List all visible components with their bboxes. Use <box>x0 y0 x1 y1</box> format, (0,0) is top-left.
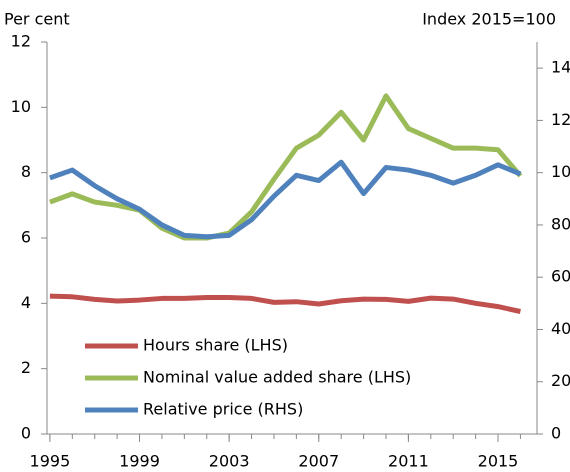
y-tick-label: 10 <box>11 97 31 116</box>
y-tick-label: 4 <box>21 293 31 312</box>
y-tick-label: 12 <box>11 32 31 51</box>
y2-tick-label: 20 <box>551 371 570 390</box>
y2-tick-label: 80 <box>551 214 570 233</box>
y-tick-label: 2 <box>21 358 31 377</box>
y2-tick-label: 120 <box>551 110 570 129</box>
series-line <box>49 293 521 314</box>
y2-tick-label: 60 <box>551 267 570 286</box>
y2-axis-label: Index 2015=100 <box>422 10 556 29</box>
x-tick-label: 2015 <box>478 452 519 471</box>
y2-tick-label: 40 <box>551 319 570 338</box>
x-tick-label: 2003 <box>209 452 250 471</box>
legend-label: Relative price (RHS) <box>143 400 303 419</box>
x-tick-label: 2011 <box>388 452 429 471</box>
y2-tick-label: 0 <box>551 424 561 443</box>
x-tick-label: 1995 <box>30 452 71 471</box>
series-line <box>49 93 523 241</box>
y-tick-label: 0 <box>21 424 31 443</box>
legend-label: Nominal value added share (LHS) <box>143 368 411 387</box>
x-tick-label: 1999 <box>119 452 160 471</box>
y-axis-label: Per cent <box>4 10 70 29</box>
x-tick-label: 2007 <box>298 452 339 471</box>
y-tick-label: 8 <box>21 162 31 181</box>
y2-tick-label: 100 <box>551 162 570 181</box>
series-line <box>49 159 522 240</box>
legend-label: Hours share (LHS) <box>143 336 288 355</box>
y-tick-label: 6 <box>21 228 31 247</box>
y2-tick-label: 140 <box>551 58 570 77</box>
